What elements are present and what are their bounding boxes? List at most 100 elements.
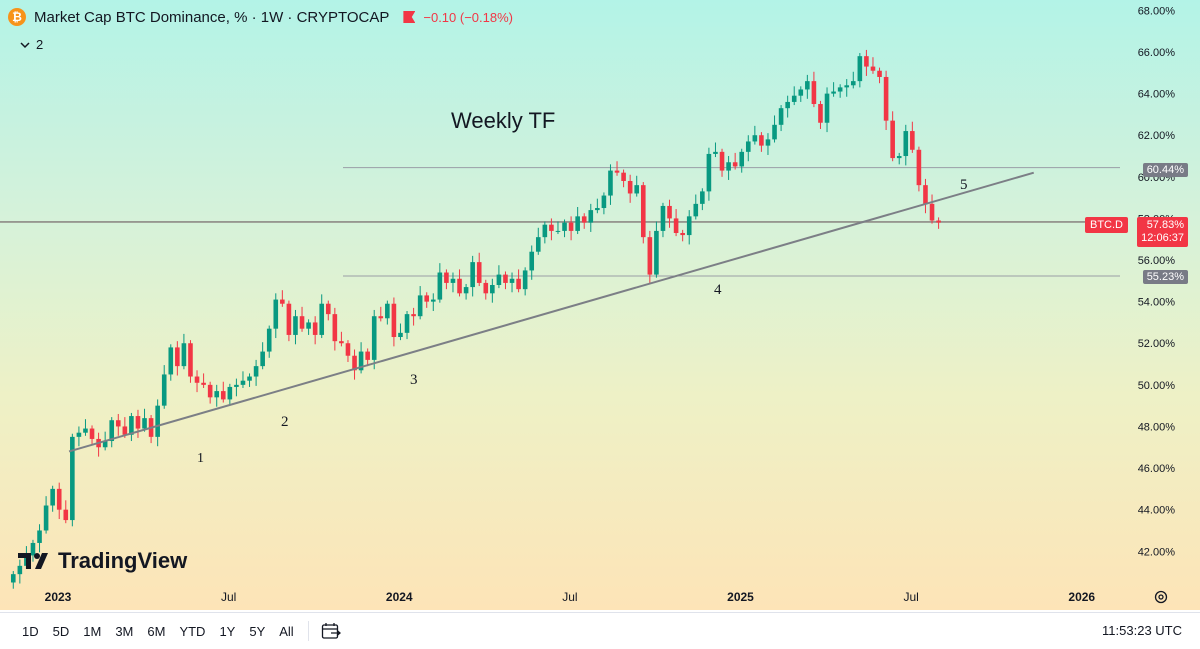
chart-area[interactable]: 42.00% 44.00% 46.00% 48.00% 50.00% 52.00% 54.0…: [0, 0, 1200, 610]
candle-body: [76, 432, 82, 437]
touch-point-3: 3: [410, 372, 418, 388]
candle-body: [476, 262, 482, 283]
candle-body: [181, 343, 187, 367]
candle-body: [280, 299, 285, 304]
candle-body: [496, 274, 502, 285]
candle-body: [778, 108, 784, 125]
candle-body: [503, 274, 508, 283]
candle-body: [601, 195, 607, 209]
range-3m[interactable]: 3M: [115, 623, 134, 639]
range-1y[interactable]: 1Y: [219, 623, 236, 639]
candle-body: [129, 416, 134, 435]
gear-icon[interactable]: [1154, 590, 1168, 604]
candle-body: [726, 162, 731, 171]
candle-body: [155, 405, 160, 437]
tradingview-logo-icon: [18, 553, 48, 569]
y-tick-label: 48.00%: [1138, 421, 1176, 433]
utc-clock[interactable]: 11:53:23 UTC: [1102, 623, 1182, 638]
candle-body: [10, 574, 16, 583]
range-6m[interactable]: 6M: [147, 623, 166, 639]
candle-body: [719, 151, 725, 171]
candle-body: [732, 162, 738, 167]
candle-body: [358, 351, 364, 371]
calendar-range-icon[interactable]: [321, 622, 341, 640]
candle-body: [273, 299, 279, 329]
range-ytd[interactable]: YTD: [179, 623, 206, 639]
candle-body: [194, 376, 200, 383]
candle-body: [135, 416, 141, 429]
logo-text: TradingView: [58, 548, 188, 573]
candle-body: [89, 428, 95, 439]
candle-body: [542, 224, 548, 238]
y-tick-label: 68.00%: [1138, 5, 1176, 17]
range-5y[interactable]: 5Y: [249, 623, 266, 639]
candle-body: [417, 295, 423, 317]
candle-body: [404, 314, 410, 333]
y-tick-label: 54.00%: [1138, 297, 1176, 309]
tradingview-logo[interactable]: TradingView: [18, 548, 187, 574]
chart-svg[interactable]: 42.00% 44.00% 46.00% 48.00% 50.00% 52.00% 54.0…: [0, 0, 1200, 610]
candle-body: [903, 131, 909, 157]
candle-body: [522, 270, 528, 290]
candle-body: [411, 314, 416, 317]
symbol-title[interactable]: Market Cap BTC Dominance, % · 1W · CRYPT…: [34, 8, 390, 26]
candle-body: [785, 101, 790, 109]
candle-body: [37, 530, 42, 543]
candle-body: [122, 426, 128, 435]
candle-body: [640, 185, 646, 238]
timeframe-annotation: Weekly TF: [451, 108, 556, 133]
candle-body: [325, 303, 331, 315]
candle-body: [490, 285, 495, 294]
candle-body: [654, 230, 659, 275]
x-tick-label: Jul: [903, 590, 918, 604]
candle-body: [831, 91, 836, 94]
range-5d[interactable]: 5D: [52, 623, 70, 639]
candle-body: [516, 278, 521, 290]
candle-body: [437, 272, 443, 300]
candle-body: [562, 222, 567, 231]
candle-body: [818, 104, 823, 123]
candle-body: [286, 303, 292, 335]
flag-icon[interactable]: [403, 11, 416, 23]
candle-body: [312, 322, 318, 335]
candle-body: [365, 351, 370, 360]
legend-count: 2: [36, 37, 44, 52]
candle-body: [857, 56, 863, 82]
candle-body: [220, 391, 226, 400]
legend-toggle[interactable]: 2: [20, 37, 43, 52]
bottom-toolbar: 1D 5D 1M 3M 6M YTD 1Y 5Y All 11:53:23 UT…: [0, 612, 1200, 649]
candle-body: [923, 185, 928, 204]
candle-body: [791, 95, 797, 102]
candle-body: [844, 85, 850, 88]
y-tick-label: 42.00%: [1138, 546, 1176, 558]
candle-body: [352, 355, 357, 371]
range-1d[interactable]: 1D: [22, 623, 39, 639]
touch-point-5: 5: [960, 177, 968, 193]
candle-body: [568, 222, 574, 231]
candle-body: [686, 216, 692, 236]
candle-body: [595, 208, 600, 211]
candle-body: [929, 203, 935, 221]
candle-body: [207, 384, 213, 398]
candle-body: [745, 141, 751, 152]
candle-body: [877, 70, 882, 77]
candle-body: [319, 303, 325, 335]
candle-body: [805, 81, 810, 90]
range-all[interactable]: All: [279, 623, 294, 639]
candle-body: [50, 488, 55, 506]
candle-body: [647, 237, 653, 275]
x-tick-label: 2023: [45, 590, 72, 604]
y-tick-label: 64.00%: [1138, 89, 1176, 101]
candle-body: [339, 341, 344, 344]
candle-body: [424, 295, 430, 302]
candle-body: [483, 282, 489, 294]
candle-body: [299, 316, 305, 329]
touch-point-2: 2: [281, 414, 289, 430]
range-1m[interactable]: 1M: [83, 623, 102, 639]
candle-body: [739, 151, 745, 167]
candle-body: [470, 262, 475, 288]
candle-body: [398, 332, 403, 338]
touch-point-4: 4: [714, 282, 722, 298]
candle-body: [463, 287, 469, 294]
candle-body: [102, 441, 108, 448]
